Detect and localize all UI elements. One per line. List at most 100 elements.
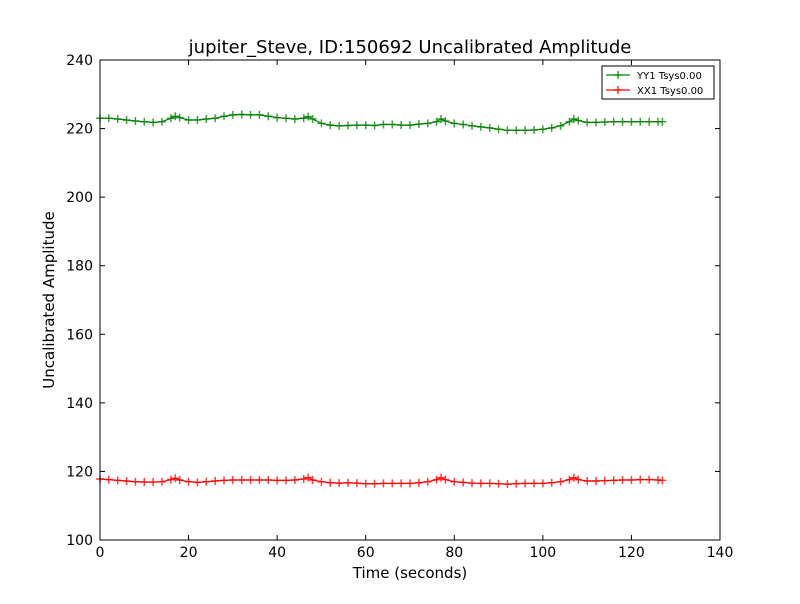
data-point [184, 477, 193, 486]
data-point [512, 479, 521, 488]
data-point [361, 121, 370, 130]
data-point [352, 121, 361, 130]
data-point [131, 477, 140, 486]
data-point [193, 116, 202, 124]
data-point [237, 110, 246, 119]
data-point [361, 479, 370, 488]
data-point [166, 114, 175, 123]
data-point [609, 117, 618, 126]
data-point [530, 479, 538, 488]
data-point [521, 126, 530, 135]
data-point [437, 473, 445, 482]
data-point [592, 118, 600, 127]
data-point [255, 110, 264, 119]
data-point [636, 475, 645, 484]
y-tick-label: 120 [66, 464, 93, 480]
data-point [618, 117, 627, 126]
data-point [547, 478, 556, 487]
data-point [574, 475, 583, 484]
data-point [370, 479, 379, 488]
data-point [397, 121, 406, 130]
data-point [569, 473, 578, 482]
data-point [432, 117, 441, 126]
data-point [149, 478, 158, 487]
data-point [468, 121, 476, 130]
data-point [122, 116, 131, 124]
data-point [627, 117, 636, 126]
data-point [600, 476, 609, 485]
legend: YY1 Tsys0.00 XX1 Tsys0.00 [601, 65, 715, 100]
data-point [503, 126, 512, 135]
data-point [282, 114, 290, 123]
data-point [149, 118, 158, 127]
data-point [574, 116, 583, 125]
data-point [370, 121, 379, 130]
data-point [122, 477, 131, 486]
data-point [658, 117, 667, 126]
data-point [228, 476, 237, 484]
data-point [228, 110, 237, 119]
data-point [397, 479, 406, 488]
x-tick-label: 60 [357, 545, 375, 561]
x-tick-label: 100 [529, 545, 556, 561]
x-tick-label: 140 [707, 545, 734, 561]
data-point [273, 476, 282, 485]
y-tick-label: 200 [66, 190, 93, 206]
data-point [317, 119, 326, 128]
data-point [459, 120, 468, 129]
data-point [273, 113, 282, 122]
data-point [158, 117, 166, 126]
x-axis-label: Time (seconds) [352, 564, 468, 582]
data-point [175, 476, 184, 484]
data-point [379, 120, 388, 129]
data-point [388, 479, 397, 488]
data-point [246, 110, 255, 119]
data-point [658, 476, 667, 485]
data-point [441, 117, 450, 126]
data-point [299, 474, 308, 483]
data-point [547, 123, 556, 132]
data-point [645, 475, 654, 484]
data-point [202, 477, 211, 486]
data-point [521, 479, 530, 488]
data-point [211, 114, 220, 123]
data-point [171, 112, 180, 121]
data-point [494, 125, 503, 134]
x-tick-label: 40 [268, 545, 286, 561]
legend-marker [614, 71, 622, 79]
data-point [282, 476, 290, 485]
data-point [131, 117, 140, 126]
data-point [494, 479, 503, 488]
data-point [193, 478, 202, 487]
data-point [406, 121, 414, 130]
data-point [645, 117, 654, 126]
data-point [538, 479, 547, 488]
data-point [538, 125, 547, 134]
data-point [476, 479, 485, 488]
data-point [175, 113, 184, 122]
data-point [113, 476, 122, 485]
y-tick-label: 220 [66, 122, 93, 138]
data-point [335, 121, 344, 130]
data-point [592, 477, 600, 486]
data-point [184, 116, 193, 124]
data-point [569, 114, 578, 123]
data-point [600, 118, 609, 127]
x-tick-label: 0 [96, 545, 105, 561]
data-point [583, 118, 592, 127]
data-point [326, 478, 335, 487]
data-point [220, 112, 228, 121]
x-tick-label: 120 [618, 545, 645, 561]
series-xx1 [96, 473, 667, 489]
data-point [237, 476, 246, 484]
data-point [503, 480, 512, 489]
data-point [406, 479, 414, 488]
data-point [627, 476, 636, 484]
data-point [308, 476, 317, 484]
data-point [636, 117, 645, 126]
series-yy1 [96, 110, 667, 135]
data-point [304, 473, 313, 482]
data-point [113, 114, 122, 123]
data-point [290, 476, 299, 484]
